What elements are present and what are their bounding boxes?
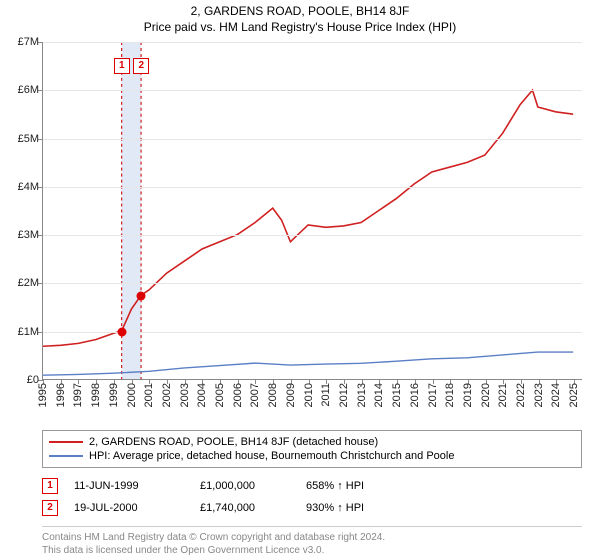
chart-plot-area: £0£1M£2M£3M£4M£5M£6M£7M19951996199719981…	[42, 42, 582, 380]
x-tick-label: 2011	[320, 383, 332, 407]
y-tick-label: £3M	[18, 229, 39, 241]
x-tick-label: 2005	[214, 383, 226, 407]
sale-pct-1: 658% ↑ HPI	[306, 480, 416, 492]
y-tick-label: £5M	[18, 133, 39, 145]
x-tick-label: 2022	[515, 383, 527, 407]
x-tick-label: 1996	[55, 383, 67, 407]
x-tick-label: 1995	[37, 383, 49, 407]
x-tick-label: 2008	[267, 383, 279, 407]
x-tick-label: 2021	[497, 383, 509, 407]
x-tick-label: 2018	[444, 383, 456, 407]
sale-marker-1: 1	[42, 478, 58, 494]
chart-legend: 2, GARDENS ROAD, POOLE, BH14 8JF (detach…	[42, 430, 582, 468]
chart-title-subtitle: Price paid vs. HM Land Registry's House …	[0, 20, 600, 34]
chart-title-block: 2, GARDENS ROAD, POOLE, BH14 8JF Price p…	[0, 0, 600, 36]
legend-label-subject: 2, GARDENS ROAD, POOLE, BH14 8JF (detach…	[89, 436, 378, 448]
x-tick-label: 2006	[232, 383, 244, 407]
sale-price-2: £1,740,000	[200, 502, 290, 514]
legend-swatch-subject	[49, 441, 83, 443]
chart-marker-2: 2	[133, 58, 149, 74]
sale-date-1: 11-JUN-1999	[74, 480, 184, 492]
x-tick-label: 2024	[550, 383, 562, 407]
x-tick-label: 1997	[72, 383, 84, 407]
x-tick-label: 2007	[249, 383, 261, 407]
x-tick-label: 2015	[391, 383, 403, 407]
x-tick-label: 2010	[303, 383, 315, 407]
sale-date-2: 19-JUL-2000	[74, 502, 184, 514]
chart-marker-1: 1	[114, 58, 130, 74]
chart-footnote: Contains HM Land Registry data © Crown c…	[42, 526, 582, 557]
y-tick-label: £7M	[18, 36, 39, 48]
x-tick-label: 2025	[568, 383, 580, 407]
sale-price-1: £1,000,000	[200, 480, 290, 492]
x-tick-label: 1999	[108, 383, 120, 407]
chart-title-address: 2, GARDENS ROAD, POOLE, BH14 8JF	[0, 4, 600, 18]
x-tick-label: 2014	[373, 383, 385, 407]
x-tick-label: 2001	[143, 383, 155, 407]
x-tick-label: 2009	[285, 383, 297, 407]
x-tick-label: 2016	[409, 383, 421, 407]
sales-row-2: 2 19-JUL-2000 £1,740,000 930% ↑ HPI	[42, 497, 416, 519]
sale-dot-2	[137, 291, 146, 300]
sale-marker-2: 2	[42, 500, 58, 516]
y-tick-label: £6M	[18, 84, 39, 96]
y-tick-label: £4M	[18, 181, 39, 193]
legend-label-hpi: HPI: Average price, detached house, Bour…	[89, 450, 454, 462]
legend-row-subject: 2, GARDENS ROAD, POOLE, BH14 8JF (detach…	[49, 435, 575, 449]
sale-dot-1	[117, 327, 126, 336]
legend-swatch-hpi	[49, 455, 83, 457]
legend-row-hpi: HPI: Average price, detached house, Bour…	[49, 449, 575, 463]
x-tick-label: 2017	[427, 383, 439, 407]
x-tick-label: 2023	[533, 383, 545, 407]
y-tick-label: £2M	[18, 277, 39, 289]
x-tick-label: 2020	[480, 383, 492, 407]
y-tick-label: £1M	[18, 326, 39, 338]
x-tick-label: 2013	[356, 383, 368, 407]
sales-table: 1 11-JUN-1999 £1,000,000 658% ↑ HPI 2 19…	[42, 475, 416, 519]
footnote-line1: Contains HM Land Registry data © Crown c…	[42, 531, 582, 544]
x-tick-label: 2012	[338, 383, 350, 407]
sales-row-1: 1 11-JUN-1999 £1,000,000 658% ↑ HPI	[42, 475, 416, 497]
sale-pct-2: 930% ↑ HPI	[306, 502, 416, 514]
footnote-line2: This data is licensed under the Open Gov…	[42, 544, 582, 557]
x-tick-label: 2002	[161, 383, 173, 407]
x-tick-label: 1998	[90, 383, 102, 407]
x-tick-label: 2004	[196, 383, 208, 407]
x-tick-label: 2019	[462, 383, 474, 407]
x-tick-label: 2003	[179, 383, 191, 407]
x-tick-label: 2000	[126, 383, 138, 407]
